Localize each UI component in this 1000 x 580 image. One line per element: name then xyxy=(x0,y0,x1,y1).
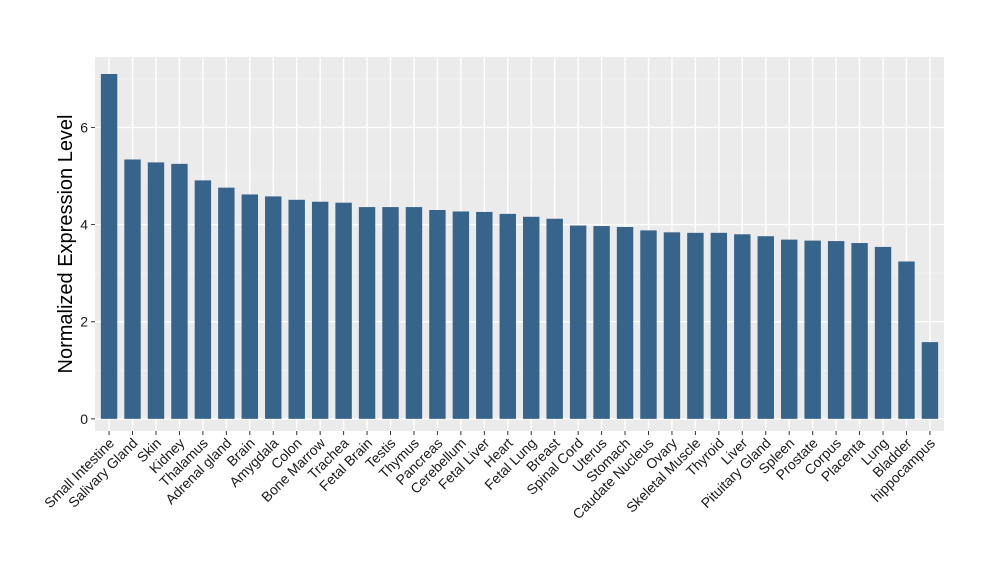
y-tick-label: 2 xyxy=(80,314,88,330)
bar xyxy=(804,240,821,419)
bar xyxy=(874,246,892,419)
bar xyxy=(452,211,470,419)
y-axis-label: Normalized Expression Level xyxy=(55,114,77,373)
bar xyxy=(335,202,352,419)
bar xyxy=(569,225,587,419)
bar xyxy=(757,236,774,419)
bar xyxy=(218,187,235,419)
bar xyxy=(663,232,681,419)
bar xyxy=(781,239,798,419)
bar xyxy=(476,211,493,419)
bar xyxy=(687,232,704,419)
bar xyxy=(194,180,212,419)
bar xyxy=(405,207,423,419)
bar xyxy=(124,159,141,419)
bar xyxy=(921,342,939,419)
y-axis: 0 2 4 6 xyxy=(80,119,95,427)
bar xyxy=(382,207,399,419)
bar xyxy=(546,218,563,419)
bar xyxy=(241,194,258,419)
bar xyxy=(640,230,657,419)
bar xyxy=(593,226,610,419)
bar xyxy=(147,162,165,419)
bar xyxy=(171,163,188,419)
bar xyxy=(827,241,845,419)
bar xyxy=(100,74,118,419)
grid-minor xyxy=(95,78,944,371)
y-tick-label: 4 xyxy=(80,217,88,233)
plot-panel xyxy=(95,57,944,431)
y-tick-label: 0 xyxy=(80,411,88,427)
bar xyxy=(288,199,305,419)
bar xyxy=(429,210,446,419)
bars xyxy=(100,74,939,419)
bar xyxy=(616,227,634,419)
bar xyxy=(851,243,868,419)
bar xyxy=(499,213,516,419)
bar xyxy=(265,196,282,419)
bar xyxy=(311,201,329,419)
bar xyxy=(358,207,376,419)
bar xyxy=(710,232,728,419)
bar xyxy=(898,261,915,419)
bar xyxy=(523,216,540,419)
y-tick-label: 6 xyxy=(80,119,88,135)
bar xyxy=(734,234,751,419)
